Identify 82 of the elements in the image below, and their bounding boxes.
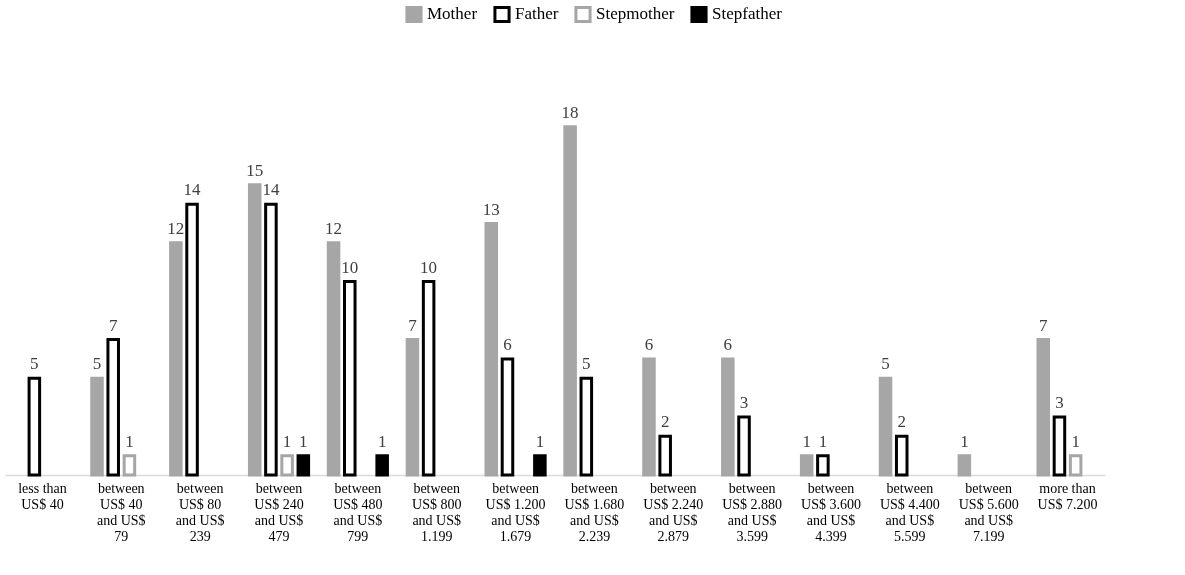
bar (247, 183, 262, 477)
bar (1036, 338, 1051, 477)
bar (737, 415, 751, 477)
data-label: 5 (92, 354, 102, 374)
data-label: 1 (299, 431, 308, 451)
data-label: 1 (377, 431, 387, 451)
bar (894, 434, 909, 477)
bar (106, 338, 120, 477)
bar (878, 376, 893, 477)
bar (484, 222, 499, 477)
bar (375, 454, 389, 477)
x-tick-label: between US$ 2.880 and US$ 3.599 (722, 480, 783, 544)
bar (90, 376, 104, 477)
data-label: 10 (341, 257, 359, 277)
bar (642, 357, 656, 477)
bar (579, 376, 594, 477)
data-label: 5 (30, 354, 39, 374)
x-tick-label: between US$ 40 and US$ 79 (97, 480, 146, 544)
data-label: 1 (818, 431, 828, 451)
bar (326, 241, 341, 477)
data-label: 6 (723, 334, 733, 354)
data-label: 15 (246, 160, 264, 180)
x-tick-label: between US$ 480 and US$ 799 (333, 480, 383, 544)
bar (957, 454, 972, 477)
x-tick-label: between US$ 5.600 and US$ 7.199 (958, 480, 1019, 544)
bar (343, 280, 357, 477)
legend-label: Stepmother (596, 4, 675, 24)
data-label: 7 (1038, 315, 1048, 335)
x-tick-label: between US$ 4.400 and US$ 5.599 (879, 480, 940, 544)
x-tick-label: between US$ 800 and US$ 1.199 (412, 480, 462, 544)
data-label: 12 (325, 218, 343, 238)
data-label: 7 (108, 315, 118, 335)
bar (264, 202, 278, 477)
bar (533, 454, 547, 477)
bar (280, 454, 294, 477)
data-label: 14 (262, 180, 280, 200)
bar (421, 280, 436, 477)
bar (658, 434, 672, 477)
data-label: 1 (960, 431, 969, 451)
x-tick-label: less than US$ 40 (18, 480, 67, 512)
bar (185, 202, 199, 477)
data-label: 10 (420, 257, 438, 277)
x-tick-label: more than US$ 7.200 (1037, 480, 1098, 512)
x-tick-label: between US$ 3.600 and US$ 4.399 (801, 480, 861, 544)
data-label: 1 (1071, 431, 1080, 451)
bar (27, 376, 42, 477)
x-tick-label: between US$ 1.200 and US$ 1.679 (485, 480, 546, 544)
bar (122, 454, 137, 477)
data-label: 1 (125, 431, 134, 451)
x-tick-label: between US$ 2.240 and US$ 2.879 (643, 480, 704, 544)
bar (405, 338, 420, 477)
data-label: 2 (897, 412, 906, 432)
data-label: 1 (802, 431, 811, 451)
data-label: 18 (561, 102, 579, 122)
legend-label: Mother (427, 4, 478, 24)
data-label: 13 (482, 199, 500, 219)
bar (296, 454, 311, 477)
data-label: 12 (167, 218, 185, 238)
bar (1052, 415, 1067, 477)
x-tick-label: between US$ 80 and US$ 239 (175, 480, 225, 544)
data-label: 5 (582, 354, 591, 374)
bar (799, 454, 814, 477)
legend-label: Father (515, 4, 559, 24)
bar (169, 241, 183, 477)
bar (816, 454, 830, 477)
x-tick-label: between US$ 240 and US$ 479 (254, 480, 304, 544)
data-label: 5 (881, 354, 890, 374)
bar (1068, 454, 1083, 477)
bar (721, 357, 735, 477)
data-label: 3 (1055, 392, 1064, 412)
data-label: 7 (408, 315, 418, 335)
data-label: 14 (183, 180, 202, 200)
bar (563, 125, 577, 477)
data-label: 1 (535, 431, 545, 451)
data-label: 1 (282, 431, 292, 451)
data-label: 2 (660, 412, 670, 432)
legend-label: Stepfather (712, 4, 783, 24)
data-label: 6 (503, 334, 512, 354)
bar (500, 357, 515, 477)
data-label: 6 (644, 334, 654, 354)
x-tick-label: between US$ 1.680 and US$ 2.239 (564, 480, 625, 544)
data-label: 3 (739, 392, 749, 412)
